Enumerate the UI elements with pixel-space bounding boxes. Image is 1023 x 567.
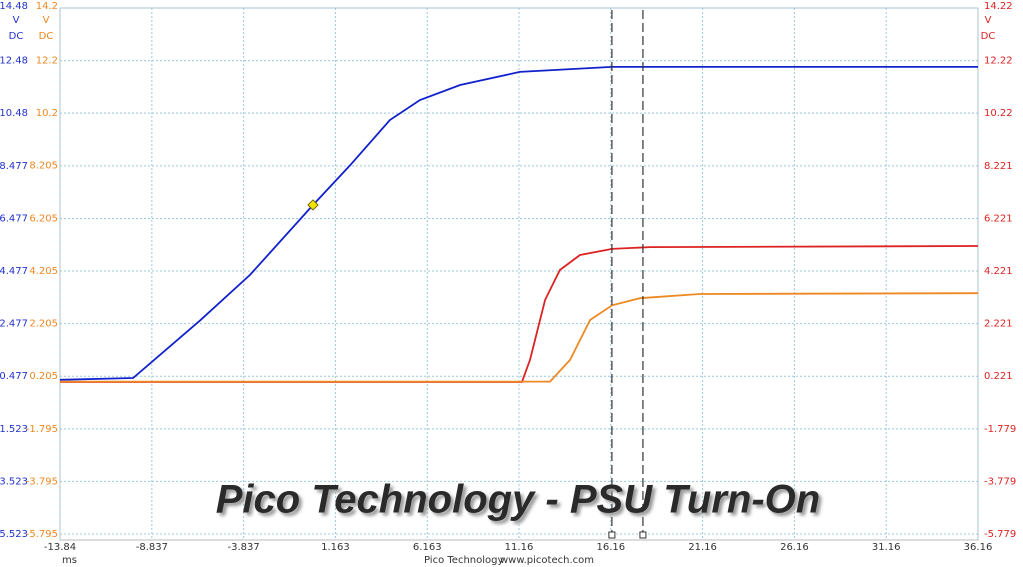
footer: Pico Technology [424,555,503,566]
y-tick-label: 0.477 [0,371,28,382]
y2-tick-label: 6.205 [29,213,58,224]
y2-tick-label: -1.795 [26,424,58,435]
cursor-handle [608,531,616,539]
x-tick-label: 16.16 [596,542,625,553]
x-tick-label: -8.837 [136,542,168,553]
y3-tick-label: 0.221 [984,371,1013,382]
x-tick-label: 21.16 [688,542,717,553]
y-tick-label: -3.523 [0,476,28,487]
y3-tick-label: 8.221 [984,161,1013,172]
y-coupling: DC [9,31,24,42]
y3-coupling: DC [981,31,996,42]
y2-tick-label: 0.205 [29,371,58,382]
x-tick-label: 31.16 [872,542,901,553]
trigger-marker [307,199,319,211]
x-tick-label: 36.16 [964,542,993,553]
x-tick-label: -13.84 [44,542,76,553]
y-tick-label: 6.477 [0,213,28,224]
y3-tick-label: 4.221 [984,266,1013,277]
y-unit: V [13,15,20,26]
x-axis-label: ms [62,555,77,566]
y-tick-label: 4.477 [0,266,28,277]
y3-tick-label: -3.779 [984,476,1016,487]
series-line [60,245,979,383]
y-tick-label: 2.477 [0,319,28,330]
y-tick-label: 10.48 [0,108,28,119]
y-tick-label: 12.48 [0,56,28,67]
y3-tick-label: 6.221 [984,213,1013,224]
y3-unit: V [985,15,992,26]
y2-tick-label: -3.795 [26,476,58,487]
footer-url: www.picotech.com [500,555,594,566]
y3-tick-label: -5.779 [984,529,1016,540]
y2-tick-label: 14.2 [36,1,58,12]
y3-tick-label: 2.221 [984,319,1013,330]
x-tick-label: 11.16 [505,542,534,553]
y2-unit: V [43,15,50,26]
y3-tick-label: 14.22 [984,1,1013,12]
x-tick-label: -3.837 [228,542,260,553]
x-tick-label: 6.163 [413,542,442,553]
y-tick-label: 14.48 [0,1,28,12]
x-tick-label: 1.163 [321,542,350,553]
y2-coupling: DC [39,31,54,42]
y-tick-label: -1.523 [0,424,28,435]
chart-title: Pico Technology - PSU Turn-On [216,478,820,522]
y2-tick-label: 2.205 [29,319,58,330]
y3-tick-label: 10.22 [984,108,1013,119]
y2-tick-label: 8.205 [29,161,58,172]
y3-tick-label: 12.22 [984,56,1013,67]
x-tick-label: 26.16 [780,542,809,553]
y2-tick-label: 12.2 [36,56,58,67]
y2-tick-label: 4.205 [29,266,58,277]
y2-tick-label: 10.2 [36,108,58,119]
y2-tick-label: -5.795 [26,529,58,540]
y3-tick-label: -1.779 [984,424,1016,435]
y-tick-label: -5.523 [0,529,28,540]
cursor-handle [639,531,647,539]
series-line [60,292,979,383]
y-tick-label: 8.477 [0,161,28,172]
